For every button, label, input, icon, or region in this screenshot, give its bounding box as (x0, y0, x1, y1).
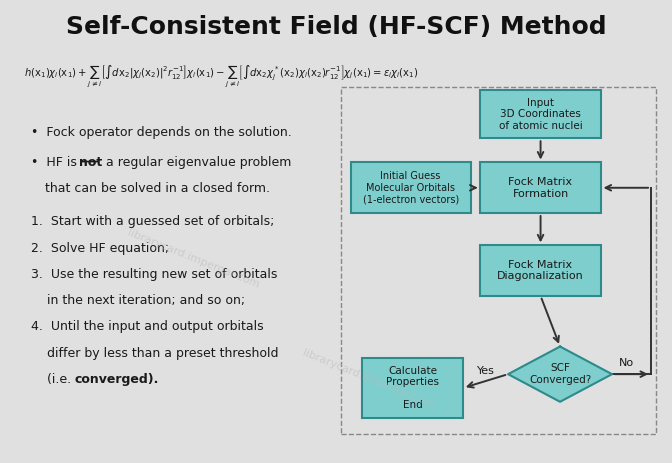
Text: librarycard.impergar.com: librarycard.impergar.com (301, 348, 436, 410)
Text: not: not (79, 156, 102, 169)
Text: 3.  Use the resulting new set of orbitals: 3. Use the resulting new set of orbitals (31, 268, 277, 281)
Text: Self-Consistent Field (HF-SCF) Method: Self-Consistent Field (HF-SCF) Method (66, 15, 606, 39)
Text: 4.  Until the input and output orbitals: 4. Until the input and output orbitals (31, 320, 263, 333)
Text: converged).: converged). (75, 373, 159, 386)
FancyBboxPatch shape (362, 358, 463, 418)
Text: •  Fock operator depends on the solution.: • Fock operator depends on the solution. (31, 125, 292, 138)
Text: •  HF is: • HF is (31, 156, 81, 169)
Text: Yes: Yes (476, 366, 495, 376)
Text: in the next iteration; and so on;: in the next iteration; and so on; (31, 294, 245, 307)
Text: 1.  Start with a guessed set of orbitals;: 1. Start with a guessed set of orbitals; (31, 215, 274, 228)
FancyBboxPatch shape (351, 163, 471, 213)
Text: Input
3D Coordinates
of atomic nuclei: Input 3D Coordinates of atomic nuclei (499, 98, 583, 131)
Text: SCF
Converged?: SCF Converged? (529, 363, 591, 385)
Text: (i.e.: (i.e. (31, 373, 75, 386)
Text: Initial Guess
Molecular Orbitals
(1-electron vectors): Initial Guess Molecular Orbitals (1-elec… (363, 171, 459, 204)
Text: $h(\mathrm{x}_1)\chi_i(\mathrm{x}_1)+\sum_{j\neq i}\left[\int d\mathrm{x}_2|\chi: $h(\mathrm{x}_1)\chi_i(\mathrm{x}_1)+\su… (24, 64, 419, 90)
Text: No: No (619, 357, 634, 368)
FancyBboxPatch shape (480, 90, 601, 138)
Polygon shape (508, 347, 612, 402)
Text: Calculate
Properties

End: Calculate Properties End (386, 366, 439, 410)
Text: differ by less than a preset threshold: differ by less than a preset threshold (31, 347, 278, 360)
Text: 2.  Solve HF equation;: 2. Solve HF equation; (31, 242, 169, 255)
FancyBboxPatch shape (480, 245, 601, 296)
Text: that can be solved in a closed form.: that can be solved in a closed form. (45, 182, 270, 195)
Text: Fock Matrix
Diagonalization: Fock Matrix Diagonalization (497, 260, 584, 282)
FancyBboxPatch shape (480, 163, 601, 213)
Text: Fock Matrix
Formation: Fock Matrix Formation (509, 177, 573, 199)
Text: a regular eigenvalue problem: a regular eigenvalue problem (102, 156, 292, 169)
Text: librarycard.impergar.com: librarycard.impergar.com (126, 228, 261, 290)
